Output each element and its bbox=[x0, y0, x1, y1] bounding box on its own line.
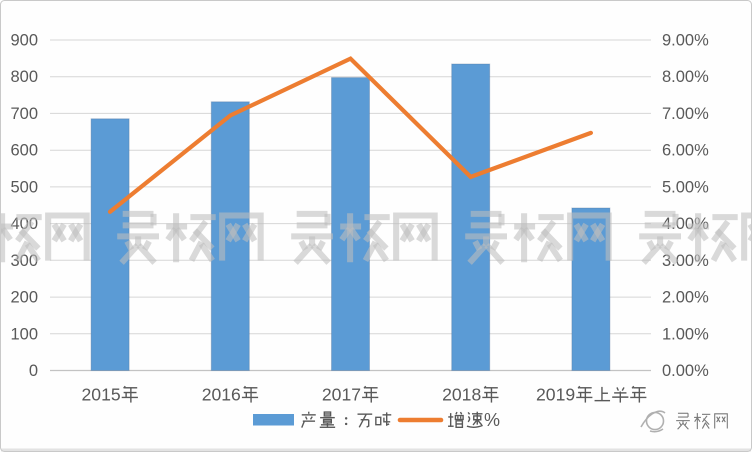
svg-text:5.00%: 5.00% bbox=[662, 178, 709, 196]
svg-text:200: 200 bbox=[10, 289, 38, 307]
svg-text:0.00%: 0.00% bbox=[662, 362, 709, 380]
svg-text:2.00%: 2.00% bbox=[662, 289, 709, 307]
svg-text:2015: 2015 bbox=[82, 385, 121, 405]
svg-text:1.00%: 1.00% bbox=[662, 325, 709, 343]
svg-text:2019: 2019 bbox=[536, 385, 575, 405]
svg-text:7.00%: 7.00% bbox=[662, 105, 709, 123]
svg-text:900: 900 bbox=[10, 32, 38, 50]
svg-text:2017: 2017 bbox=[322, 385, 361, 405]
svg-text:500: 500 bbox=[10, 178, 38, 196]
svg-text:9.00%: 9.00% bbox=[662, 32, 709, 50]
svg-text:800: 800 bbox=[10, 68, 38, 86]
svg-text:600: 600 bbox=[10, 142, 38, 160]
svg-text:%: % bbox=[484, 410, 500, 430]
svg-text:100: 100 bbox=[10, 325, 38, 343]
svg-text:6.00%: 6.00% bbox=[662, 142, 709, 160]
svg-text:700: 700 bbox=[10, 105, 38, 123]
svg-text:2018: 2018 bbox=[442, 385, 481, 405]
svg-text:2016: 2016 bbox=[202, 385, 241, 405]
svg-text:8.00%: 8.00% bbox=[662, 68, 709, 86]
svg-text:0: 0 bbox=[29, 362, 38, 380]
